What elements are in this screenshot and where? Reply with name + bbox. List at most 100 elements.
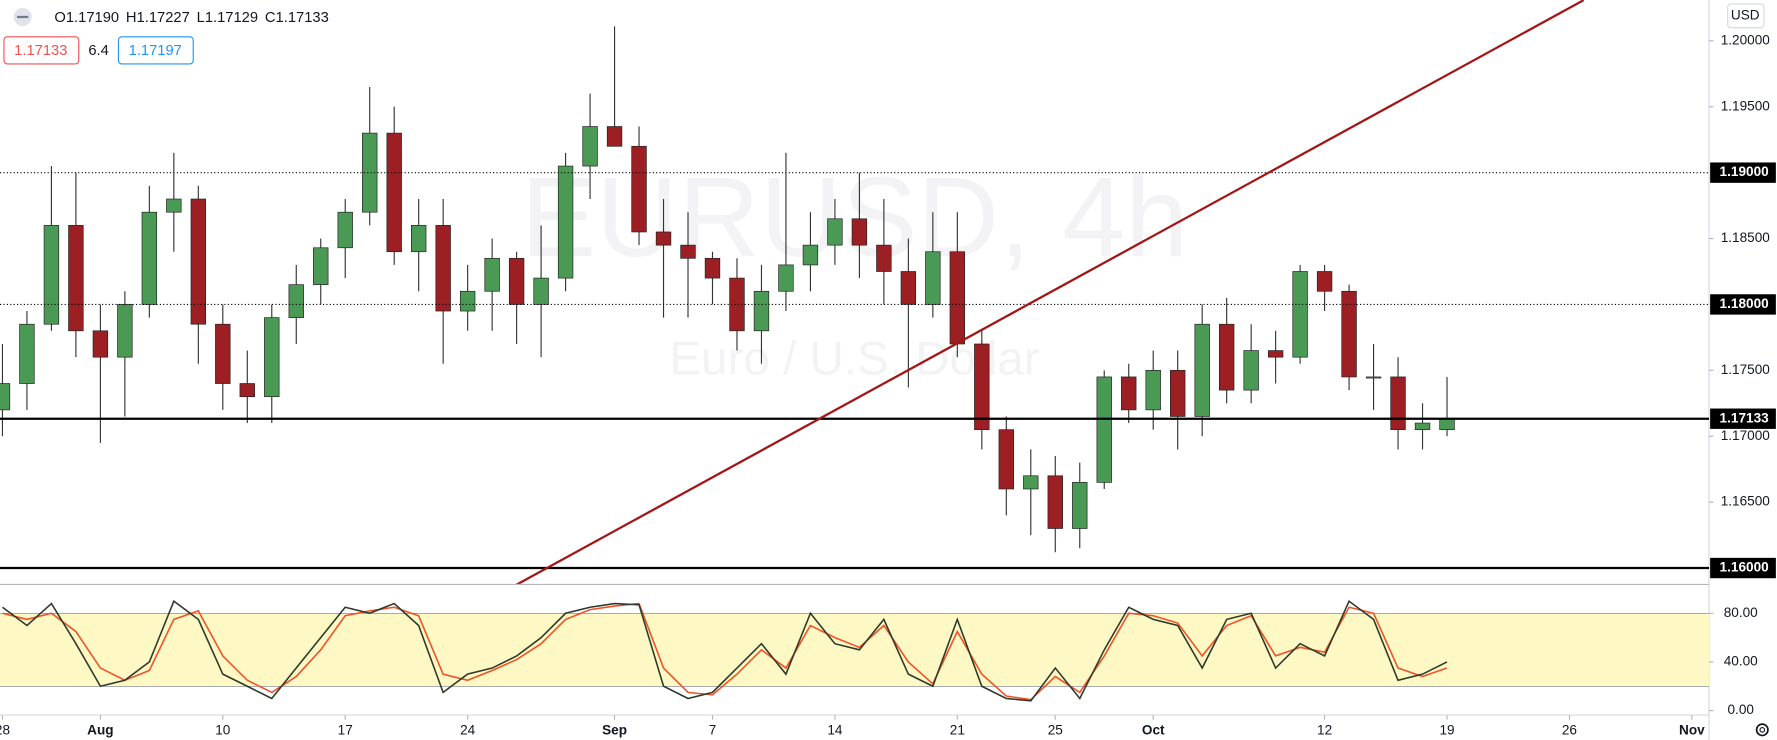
settings-gear <box>1755 723 1769 737</box>
x-tick-label: 7 <box>709 723 717 738</box>
candle-body <box>1170 370 1186 417</box>
candle-body <box>533 277 549 305</box>
settings-hub <box>1759 726 1766 733</box>
candle-body <box>166 198 182 213</box>
candle-body <box>949 251 966 345</box>
ohlc-label: H <box>126 10 137 26</box>
candle-body <box>729 277 745 332</box>
candle-body <box>1267 350 1284 358</box>
ohlc-label: L <box>197 10 205 26</box>
candles <box>0 26 1455 553</box>
ohlc: O1.17190 H1.17227 L1.17129 C1.17133 <box>54 10 328 26</box>
candle-body <box>386 132 402 253</box>
x-tick-label: 19 <box>1439 723 1454 738</box>
currency: USD <box>1731 7 1760 22</box>
x-tick-label: Aug <box>87 723 113 738</box>
candle-body <box>827 218 843 246</box>
candle-body <box>141 211 158 305</box>
currency-box[interactable] <box>1727 3 1765 29</box>
candle-body <box>1243 350 1259 391</box>
settings-icon[interactable] <box>1755 723 1769 737</box>
candle-body <box>410 225 427 253</box>
ohlc-value: 1.17129 <box>205 10 258 26</box>
candle-body <box>0 383 11 411</box>
x-tick-label: 12 <box>1317 723 1332 738</box>
y-tick-label: 0.00 <box>1728 702 1755 717</box>
candle-body <box>1390 376 1406 430</box>
candle-body <box>92 330 109 358</box>
ohlc-label: C <box>265 10 276 26</box>
candle-body <box>1218 323 1235 391</box>
candle-body <box>239 383 255 398</box>
candle-body <box>264 317 280 398</box>
candle-body <box>362 132 378 213</box>
candle-body <box>508 257 525 305</box>
candle-body <box>876 244 892 272</box>
candle-body <box>68 225 84 332</box>
level-label: 1.19000 <box>1720 164 1769 179</box>
candle-body <box>851 218 868 246</box>
level-label-box <box>1710 408 1776 429</box>
candle-body <box>1316 271 1333 292</box>
x-tick-label: 26 <box>1562 723 1577 738</box>
candle-body <box>606 126 623 147</box>
bid-box[interactable] <box>3 36 80 65</box>
candle-body <box>925 251 941 305</box>
candle-body <box>974 343 990 430</box>
y-tick-label: 1.19500 <box>1721 98 1771 113</box>
y-tick-label: 1.20000 <box>1721 32 1771 47</box>
x-tick-label: Nov <box>1679 723 1705 738</box>
candle-body <box>215 323 231 384</box>
level-label-box <box>1710 162 1776 183</box>
ohlc-label: O <box>54 10 65 26</box>
candle-body <box>190 198 207 325</box>
x-tick-label: 14 <box>827 723 843 738</box>
level-label: 1.17133 <box>1720 410 1770 425</box>
ohlc-value: 1.17227 <box>137 10 190 26</box>
candle-body <box>753 290 770 332</box>
candle-body <box>1121 376 1137 411</box>
candle-body <box>337 211 353 249</box>
candle-body <box>998 429 1014 490</box>
x-tick-label: 28 <box>0 723 10 738</box>
candle-body <box>117 304 133 358</box>
candle-body <box>1414 422 1431 430</box>
candle-body <box>435 225 451 312</box>
stoch-line <box>2 599 1448 702</box>
y-tick-label: 80.00 <box>1724 605 1758 620</box>
candle-body <box>1047 475 1063 529</box>
ask-box[interactable] <box>117 36 194 65</box>
candle-body <box>900 271 917 305</box>
y-tick-label: 1.18500 <box>1721 230 1771 245</box>
candle-body <box>1023 475 1039 490</box>
candle-body <box>19 323 35 384</box>
candle-body <box>778 264 794 292</box>
candle-body <box>1096 376 1112 483</box>
candle-body <box>1341 290 1357 378</box>
level-label: 1.16000 <box>1720 560 1769 575</box>
y-tick-label: 40.00 <box>1724 654 1758 669</box>
trendline <box>515 0 1585 584</box>
x-tick-label: Oct <box>1142 723 1165 738</box>
candle-body <box>288 284 304 318</box>
candle-body <box>484 257 500 292</box>
candle-body <box>704 257 721 279</box>
collapse-icon-bar <box>16 15 29 19</box>
candle-body <box>655 231 672 246</box>
candle-body <box>43 225 60 325</box>
legend: 1.17133 6.4 1.17197 O1.17190 H1.17227 L1.1… <box>3 7 329 65</box>
ohlc-value: 1.17190 <box>66 10 119 26</box>
x-tick-label: 21 <box>950 723 965 738</box>
level-label-box <box>1710 557 1776 579</box>
x-tick-label: 24 <box>460 723 476 738</box>
level-label-box <box>1710 294 1776 315</box>
candle-body <box>459 290 476 312</box>
ohlc-value: 1.17133 <box>276 10 329 26</box>
candle-body <box>1365 376 1382 379</box>
candle-body <box>631 145 647 233</box>
y-tick-label: 1.16500 <box>1721 494 1771 509</box>
candle-body <box>1145 370 1161 411</box>
y-tick-label: 1.17500 <box>1721 362 1771 377</box>
candle-body <box>1292 271 1308 358</box>
